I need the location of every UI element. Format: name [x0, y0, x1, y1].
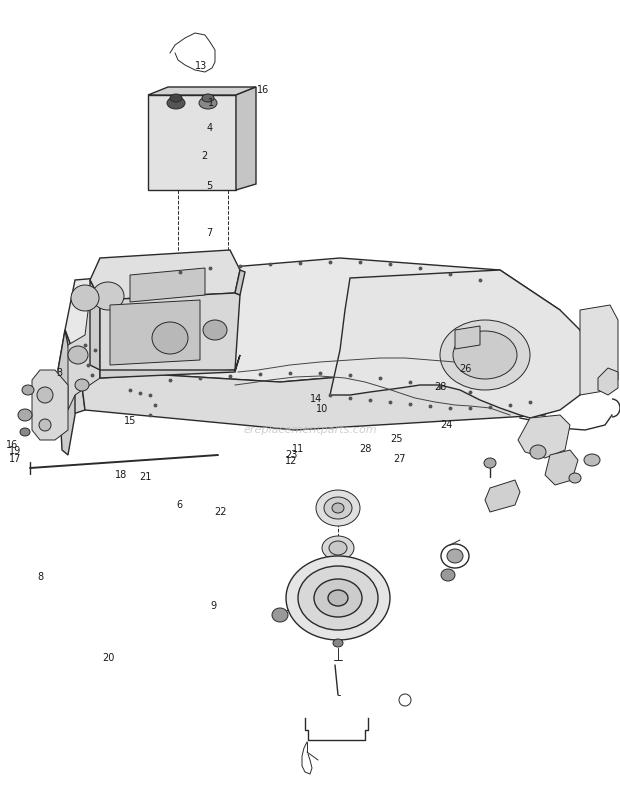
- Polygon shape: [130, 268, 205, 302]
- Text: 16: 16: [257, 85, 270, 95]
- Ellipse shape: [152, 322, 188, 354]
- Polygon shape: [90, 280, 100, 370]
- Text: 6: 6: [177, 500, 183, 510]
- Polygon shape: [68, 258, 105, 410]
- Polygon shape: [90, 250, 240, 300]
- Polygon shape: [80, 360, 560, 430]
- Ellipse shape: [20, 428, 30, 436]
- Text: 20: 20: [102, 653, 115, 662]
- Polygon shape: [236, 87, 256, 190]
- Text: 25: 25: [391, 435, 403, 444]
- Ellipse shape: [324, 497, 352, 519]
- Ellipse shape: [75, 379, 89, 391]
- Polygon shape: [580, 305, 618, 395]
- Ellipse shape: [272, 608, 288, 622]
- Text: 22: 22: [214, 507, 226, 516]
- Ellipse shape: [202, 94, 214, 102]
- Text: 7: 7: [206, 228, 213, 237]
- Polygon shape: [330, 270, 590, 418]
- Text: 24: 24: [440, 420, 453, 430]
- Ellipse shape: [314, 579, 362, 617]
- Ellipse shape: [92, 282, 124, 310]
- Polygon shape: [518, 415, 570, 458]
- Ellipse shape: [447, 549, 463, 563]
- Polygon shape: [32, 370, 68, 440]
- Ellipse shape: [441, 569, 455, 581]
- Text: 14: 14: [310, 395, 322, 404]
- Ellipse shape: [37, 387, 53, 403]
- Text: 11: 11: [291, 444, 304, 454]
- Polygon shape: [58, 330, 85, 415]
- Text: 8: 8: [37, 573, 43, 582]
- Text: 4: 4: [206, 124, 213, 133]
- Ellipse shape: [569, 473, 581, 483]
- Text: 3: 3: [56, 368, 62, 378]
- Text: 28: 28: [360, 444, 372, 454]
- Text: 17: 17: [9, 454, 22, 464]
- Polygon shape: [110, 300, 200, 365]
- Ellipse shape: [167, 97, 185, 109]
- Text: 26: 26: [459, 364, 471, 374]
- Text: 2: 2: [202, 152, 208, 161]
- Polygon shape: [545, 450, 578, 485]
- Text: 27: 27: [394, 454, 406, 464]
- Ellipse shape: [199, 97, 217, 109]
- Polygon shape: [100, 293, 240, 378]
- Ellipse shape: [484, 458, 496, 468]
- Ellipse shape: [18, 409, 32, 421]
- Ellipse shape: [322, 536, 354, 560]
- Polygon shape: [235, 270, 245, 295]
- Text: 1: 1: [208, 98, 214, 107]
- Ellipse shape: [332, 503, 344, 513]
- Ellipse shape: [440, 320, 530, 390]
- Polygon shape: [148, 95, 236, 190]
- Text: 18: 18: [115, 470, 127, 480]
- Ellipse shape: [170, 94, 182, 102]
- Text: 12: 12: [285, 456, 298, 466]
- Text: 28: 28: [434, 382, 446, 391]
- Ellipse shape: [329, 541, 347, 555]
- Ellipse shape: [316, 490, 360, 526]
- Ellipse shape: [328, 590, 348, 606]
- Polygon shape: [598, 368, 618, 395]
- Ellipse shape: [453, 331, 517, 379]
- Text: 19: 19: [9, 446, 22, 456]
- Ellipse shape: [333, 639, 343, 647]
- Ellipse shape: [298, 566, 378, 630]
- Text: ereplacementparts.com: ereplacementparts.com: [243, 425, 377, 435]
- Ellipse shape: [286, 556, 390, 640]
- Polygon shape: [65, 258, 560, 382]
- Polygon shape: [148, 87, 256, 95]
- Text: 9: 9: [211, 601, 217, 610]
- Text: 10: 10: [316, 404, 329, 414]
- Text: 13: 13: [195, 61, 208, 71]
- Ellipse shape: [71, 285, 99, 311]
- Ellipse shape: [203, 320, 227, 340]
- Polygon shape: [118, 265, 220, 308]
- Text: 21: 21: [140, 472, 152, 482]
- Ellipse shape: [68, 346, 88, 364]
- Text: 16: 16: [6, 440, 19, 450]
- Polygon shape: [100, 355, 240, 378]
- Polygon shape: [58, 330, 75, 455]
- Text: 23: 23: [285, 450, 298, 460]
- Ellipse shape: [530, 445, 546, 459]
- Ellipse shape: [22, 385, 34, 395]
- Polygon shape: [455, 326, 480, 349]
- Text: 5: 5: [206, 181, 213, 191]
- Ellipse shape: [39, 419, 51, 431]
- Text: 15: 15: [124, 416, 136, 426]
- Polygon shape: [485, 480, 520, 512]
- Ellipse shape: [584, 454, 600, 466]
